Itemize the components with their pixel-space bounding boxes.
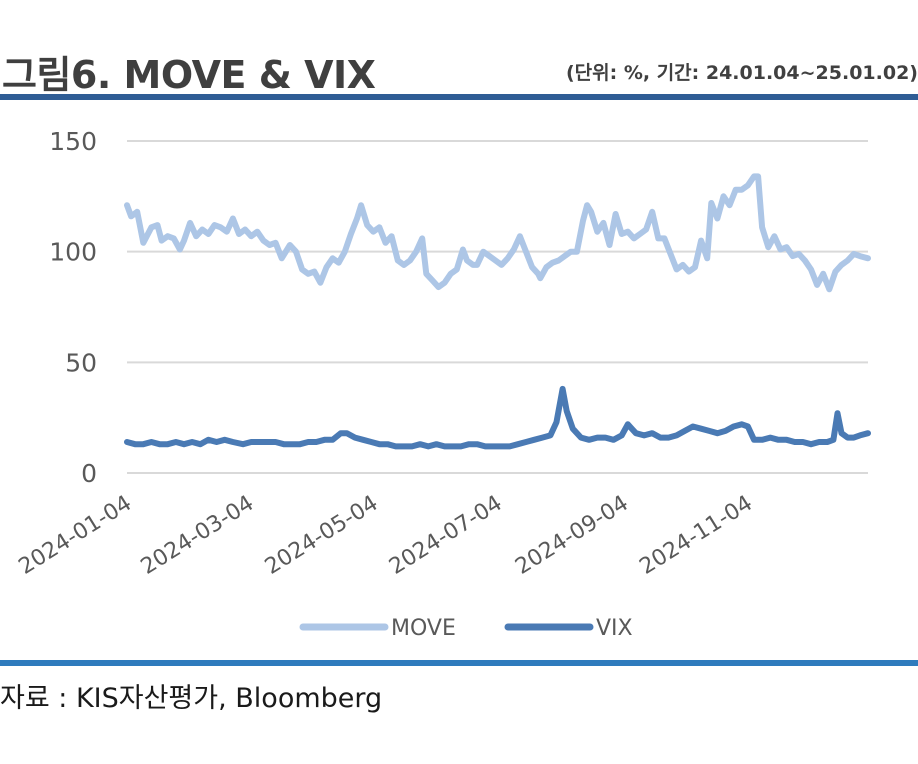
header-rule [0,94,918,100]
x-axis-ticks: 2024-01-04 2024-03-04 2024-05-04 2024-07-04… [15,491,758,580]
x-tick-label: 2024-11-04 [635,491,757,580]
x-tick-label: 2024-09-04 [511,491,633,580]
x-tick-label: 2024-03-04 [137,491,259,580]
legend: MOVE VIX [299,616,633,641]
y-tick-label: 100 [49,238,97,267]
gridlines [127,140,868,474]
footer-rule [0,660,918,666]
source-note: 자료 : KIS자산평가, Bloomberg [0,683,383,714]
series-line-move [124,173,871,293]
series-line-vix [124,385,871,450]
x-tick-label: 2024-05-04 [261,491,383,580]
chart-area: 0 50 100 150 2024-01-04 2024-03-04 2024-05-04… [15,127,871,641]
y-tick-label: 0 [81,459,97,488]
chart-title: 그림6. MOVE & VIX [2,53,376,97]
y-tick-label: 50 [65,348,97,377]
x-tick-label: 2024-01-04 [15,491,137,580]
x-tick-label: 2024-07-04 [385,491,507,580]
series-lines [124,173,871,450]
unit-note: (단위: %, 기간: 24.01.04~25.01.02) [565,62,918,84]
legend-label-vix: VIX [596,616,633,641]
y-tick-label: 150 [49,127,97,156]
legend-label-move: MOVE [391,616,456,641]
y-axis-ticks: 0 50 100 150 [49,127,97,488]
